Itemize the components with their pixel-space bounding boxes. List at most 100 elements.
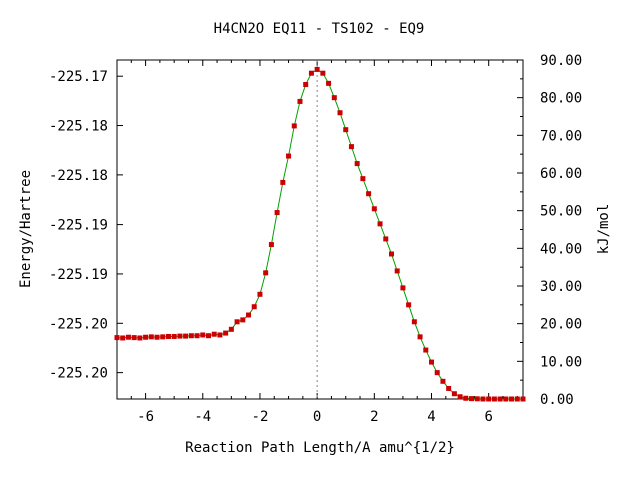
data-point bbox=[366, 191, 372, 197]
y-right-tick-label: 50.00 bbox=[540, 204, 582, 220]
data-point bbox=[394, 268, 400, 274]
y-right-tick-label: 60.00 bbox=[540, 166, 582, 182]
data-point bbox=[143, 334, 149, 340]
data-point bbox=[137, 335, 143, 341]
y-left-tick-label: -225.18 bbox=[49, 168, 108, 184]
data-point bbox=[509, 396, 515, 402]
data-point bbox=[451, 391, 457, 397]
data-point bbox=[406, 302, 412, 308]
data-point bbox=[200, 332, 206, 338]
data-point bbox=[469, 396, 475, 402]
y-left-tick-label: -225.19 bbox=[49, 218, 108, 234]
y-right-tick-label: 30.00 bbox=[540, 279, 582, 295]
data-point bbox=[354, 161, 360, 167]
data-point bbox=[165, 333, 171, 339]
data-point bbox=[154, 334, 160, 340]
data-point bbox=[223, 330, 229, 336]
data-point bbox=[463, 395, 469, 401]
data-point bbox=[303, 81, 309, 87]
data-point bbox=[429, 359, 435, 365]
data-point bbox=[205, 333, 211, 339]
data-point bbox=[320, 70, 326, 76]
data-point bbox=[148, 334, 154, 340]
data-point bbox=[337, 110, 343, 116]
data-point bbox=[417, 334, 423, 340]
data-point bbox=[274, 210, 280, 216]
data-point bbox=[480, 396, 486, 402]
data-point bbox=[291, 123, 297, 129]
data-point bbox=[383, 236, 389, 242]
data-point bbox=[326, 80, 332, 86]
data-point bbox=[343, 127, 349, 133]
data-point bbox=[297, 98, 303, 104]
data-point bbox=[497, 396, 503, 402]
data-point bbox=[286, 153, 292, 159]
data-point bbox=[411, 319, 417, 325]
data-point bbox=[217, 332, 223, 338]
x-axis-label: Reaction Path Length/A amu^{1/2} bbox=[185, 440, 455, 456]
data-point bbox=[520, 396, 526, 402]
data-point bbox=[308, 70, 314, 76]
data-point bbox=[280, 179, 286, 185]
data-point bbox=[131, 335, 137, 341]
data-point bbox=[263, 270, 269, 276]
data-point bbox=[423, 347, 429, 353]
y-right-tick-label: 40.00 bbox=[540, 241, 582, 257]
data-point bbox=[188, 333, 194, 339]
data-point bbox=[314, 66, 320, 72]
data-point bbox=[160, 334, 166, 340]
y-right-tick-label: 90.00 bbox=[540, 53, 582, 69]
y-right-tick-label: 70.00 bbox=[540, 128, 582, 144]
data-point bbox=[194, 333, 200, 339]
y-right-tick-label: 0.00 bbox=[540, 392, 574, 408]
data-point bbox=[434, 370, 440, 376]
data-point bbox=[514, 396, 520, 402]
data-point bbox=[268, 242, 274, 248]
y-axis-label-left: Energy/Hartree bbox=[18, 170, 34, 288]
data-point bbox=[257, 291, 263, 297]
x-tick-label: -4 bbox=[194, 409, 211, 425]
data-point bbox=[240, 317, 246, 323]
data-point bbox=[114, 335, 120, 341]
x-tick-label: 2 bbox=[370, 409, 378, 425]
y-left-tick-label: -225.20 bbox=[49, 366, 108, 382]
data-point bbox=[234, 319, 240, 325]
data-point bbox=[474, 396, 480, 402]
data-point bbox=[486, 396, 492, 402]
x-tick-label: 6 bbox=[484, 409, 492, 425]
x-tick-label: 0 bbox=[313, 409, 321, 425]
data-point bbox=[177, 333, 183, 339]
data-point bbox=[228, 326, 234, 332]
data-point bbox=[457, 394, 463, 400]
x-tick-label: -2 bbox=[252, 409, 269, 425]
series-line bbox=[116, 68, 523, 400]
data-point bbox=[251, 304, 257, 310]
y-left-tick-label: -225.17 bbox=[49, 69, 108, 85]
axis-ticks: -6 -4 -2 0 2 4 6 -225.20 -225.20 -225.19 -225.19 -2… bbox=[49, 53, 582, 425]
x-tick-label: -6 bbox=[137, 409, 154, 425]
chart-title: H4CN2O EQ11 - TS102 - EQ9 bbox=[214, 21, 425, 37]
data-point bbox=[331, 95, 337, 101]
data-point bbox=[388, 251, 394, 257]
data-point bbox=[183, 333, 189, 339]
data-point bbox=[377, 221, 383, 227]
plot-frame bbox=[116, 59, 524, 400]
data-point bbox=[360, 176, 366, 182]
data-point bbox=[440, 378, 446, 384]
y-left-tick-label: -225.20 bbox=[49, 316, 108, 332]
y-axis-label-right: kJ/mol bbox=[596, 204, 612, 255]
data-point bbox=[171, 333, 177, 339]
data-point bbox=[211, 331, 217, 337]
data-point bbox=[246, 312, 252, 318]
data-point bbox=[348, 144, 354, 150]
data-point bbox=[400, 285, 406, 291]
y-right-tick-label: 80.00 bbox=[540, 91, 582, 107]
y-right-tick-label: 20.00 bbox=[540, 317, 582, 333]
x-tick-label: 4 bbox=[427, 409, 435, 425]
data-point bbox=[125, 334, 131, 340]
y-left-tick-label: -225.19 bbox=[49, 267, 108, 283]
data-point bbox=[120, 335, 126, 341]
y-left-tick-label: -225.18 bbox=[49, 119, 108, 135]
data-point bbox=[446, 385, 452, 391]
